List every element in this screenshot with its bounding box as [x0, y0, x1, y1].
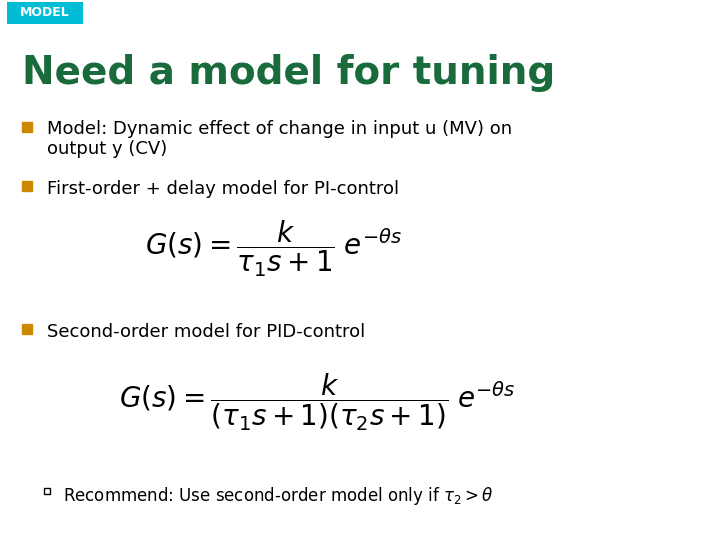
Text: First-order + delay model for PI-control: First-order + delay model for PI-control — [47, 180, 399, 198]
Text: Second-order model for PID-control: Second-order model for PID-control — [47, 323, 365, 341]
Text: MODEL: MODEL — [20, 6, 70, 19]
Text: Recommend: Use second-order model only if $\tau_2>\theta$: Recommend: Use second-order model only i… — [63, 485, 494, 507]
Text: Model: Dynamic effect of change in input u (MV) on: Model: Dynamic effect of change in input… — [47, 120, 512, 138]
Text: $G(s) = \dfrac{k}{\tau_1 s+1}\; e^{-\theta s}$: $G(s) = \dfrac{k}{\tau_1 s+1}\; e^{-\the… — [145, 218, 402, 279]
FancyBboxPatch shape — [7, 2, 83, 24]
Text: $G(s) = \dfrac{k}{(\tau_1 s+1)(\tau_2 s+1)}\; e^{-\theta s}$: $G(s) = \dfrac{k}{(\tau_1 s+1)(\tau_2 s+… — [119, 372, 515, 433]
Text: Need a model for tuning: Need a model for tuning — [22, 54, 555, 92]
Text: output y (CV): output y (CV) — [47, 140, 167, 158]
